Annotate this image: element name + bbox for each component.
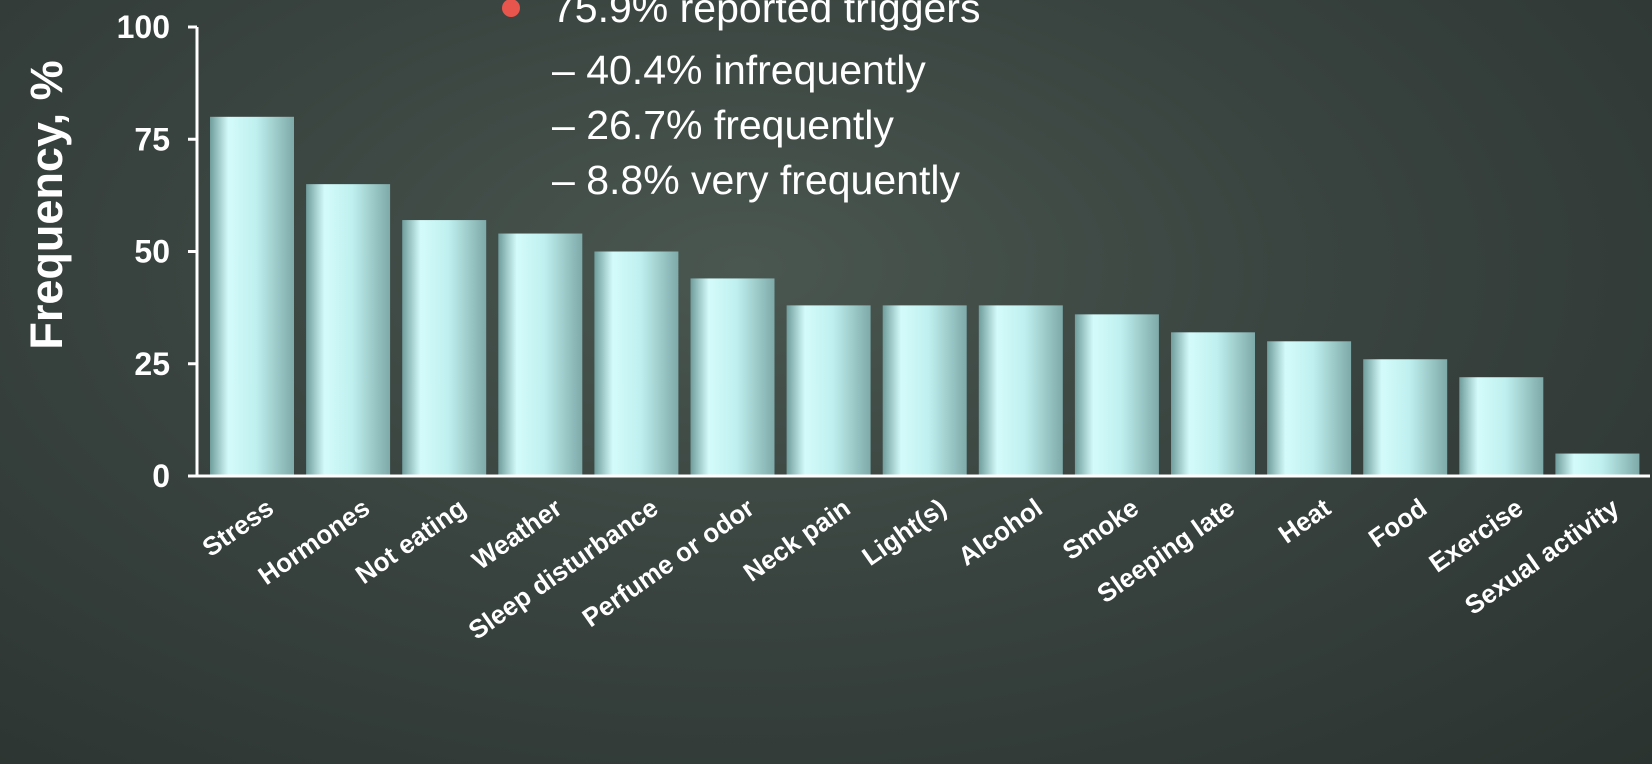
bar-exercise	[1459, 377, 1544, 476]
annotation-bullet: 75.9% reported triggers	[552, 0, 980, 31]
bar-smoke	[1074, 314, 1159, 476]
y-tick-label: 25	[134, 346, 170, 382]
y-axis-title-group: Frequency, %	[21, 60, 72, 349]
x-tick-label: Heat	[1273, 492, 1337, 549]
y-tick-label: 0	[152, 458, 170, 494]
annotation-item-1: – 26.7% frequently	[552, 102, 894, 148]
x-tick-label: Perfume or odor	[577, 492, 760, 633]
x-tick-label: Light(s)	[856, 492, 951, 571]
x-tick-label: Smoke	[1057, 492, 1144, 565]
bar-heat	[1267, 341, 1352, 476]
bar-light-s	[882, 305, 967, 476]
bar-hormones	[306, 184, 391, 476]
y-tick-label: 50	[134, 234, 170, 270]
x-tick-label: Food	[1363, 492, 1432, 553]
y-axis-title: Frequency, %	[21, 60, 72, 349]
annotation-item-0: – 40.4% infrequently	[552, 47, 926, 93]
bar-alcohol	[978, 305, 1063, 476]
y-axis-ticks: 0 25 50 75 100	[117, 9, 197, 494]
x-tick-label: Neck pain	[738, 492, 856, 587]
bars	[210, 116, 1640, 477]
x-tick-label: Stress	[197, 492, 279, 562]
bar-sleeping-late	[1171, 332, 1255, 476]
x-tick-label: Alcohol	[952, 492, 1047, 571]
bar-perfume-or-odor	[690, 278, 775, 476]
bullet-dot	[502, 0, 520, 17]
bar-food	[1363, 359, 1448, 476]
y-tick-label: 75	[134, 121, 170, 157]
bar-stress	[210, 116, 294, 477]
bar-sleep-disturbance	[594, 251, 679, 476]
bar-neck-pain	[786, 305, 871, 476]
bar-weather	[498, 233, 583, 476]
bar-not-eating	[402, 220, 487, 476]
bar-sexual-activity	[1555, 453, 1640, 476]
annotation-box: 75.9% reported triggers – 40.4% infreque…	[502, 0, 980, 203]
y-tick-label: 100	[117, 9, 170, 45]
annotation-item-2: – 8.8% very frequently	[552, 157, 960, 203]
